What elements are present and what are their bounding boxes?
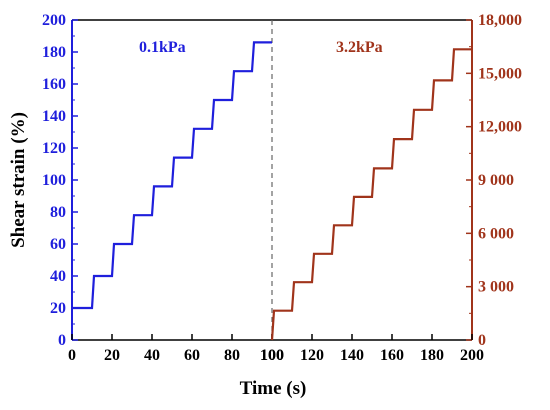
x-axis-title: Time (s) (240, 378, 307, 399)
y-left-tick-label: 100 (42, 172, 66, 189)
series-line-left (72, 41, 272, 310)
y-left-tick-label: 120 (42, 140, 66, 157)
y-axis-title-left: Shear strain (%) (8, 112, 29, 248)
x-left-tick-label: 40 (144, 347, 160, 364)
y-left-tick-label: 80 (50, 204, 66, 221)
plot-frame (71, 19, 473, 341)
x-left-tick-label: 100 (260, 347, 284, 364)
y-right-tick-label: 15,000 (478, 65, 522, 82)
y-right-tick-label: 0 (478, 332, 486, 349)
y-right-tick-label: 6 000 (478, 225, 514, 242)
x-right-tick-label: 100 (260, 347, 284, 364)
x-left-tick-label: 20 (104, 347, 120, 364)
y-right-tick-label: 3 000 (478, 279, 514, 296)
series-label-right: 3.2kPa (336, 39, 383, 56)
y-left-tick-label: 0 (58, 332, 66, 349)
x-left-tick-label: 60 (184, 347, 200, 364)
y-left-tick-label: 60 (50, 236, 66, 253)
x-right-tick-label: 200 (460, 347, 484, 364)
x-right-tick-label: 140 (340, 347, 364, 364)
y-right-tick-label: 18,000 (478, 12, 522, 29)
series-line-right (270, 48, 472, 341)
y-left-tick-label: 20 (50, 300, 66, 317)
y-left-tick-label: 40 (50, 268, 66, 285)
y-right-tick-label: 12,000 (478, 119, 522, 136)
y-left-tick-label: 160 (42, 76, 66, 93)
series-lines (72, 41, 472, 341)
y-left-tick-label: 140 (42, 108, 66, 125)
x-left-tick-label: 0 (68, 347, 76, 364)
y-left-tick-label: 200 (42, 12, 66, 29)
x-right-tick-label: 120 (300, 347, 324, 364)
y-right-tick-label: 9 000 (478, 172, 514, 189)
x-right-tick-label: 160 (380, 347, 404, 364)
x-left-tick-label: 80 (224, 347, 240, 364)
x-right-tick-label: 180 (420, 347, 444, 364)
series-label-left: 0.1kPa (139, 39, 186, 56)
y-left-tick-label: 180 (42, 44, 66, 61)
